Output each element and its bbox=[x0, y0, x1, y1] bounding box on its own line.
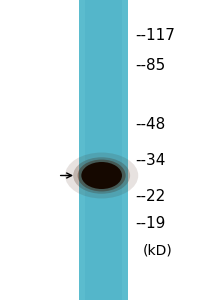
Bar bbox=[85, 0, 122, 300]
Bar bbox=[79, 0, 128, 300]
Text: --117: --117 bbox=[135, 28, 175, 44]
Text: --85: --85 bbox=[135, 58, 165, 74]
Ellipse shape bbox=[81, 162, 122, 189]
Text: --48: --48 bbox=[135, 117, 165, 132]
Text: (kD): (kD) bbox=[142, 244, 172, 257]
Ellipse shape bbox=[78, 160, 126, 191]
Ellipse shape bbox=[73, 157, 130, 194]
Ellipse shape bbox=[65, 152, 138, 199]
Text: --34: --34 bbox=[135, 153, 165, 168]
Text: --19: --19 bbox=[135, 216, 165, 231]
Text: --22: --22 bbox=[135, 189, 165, 204]
